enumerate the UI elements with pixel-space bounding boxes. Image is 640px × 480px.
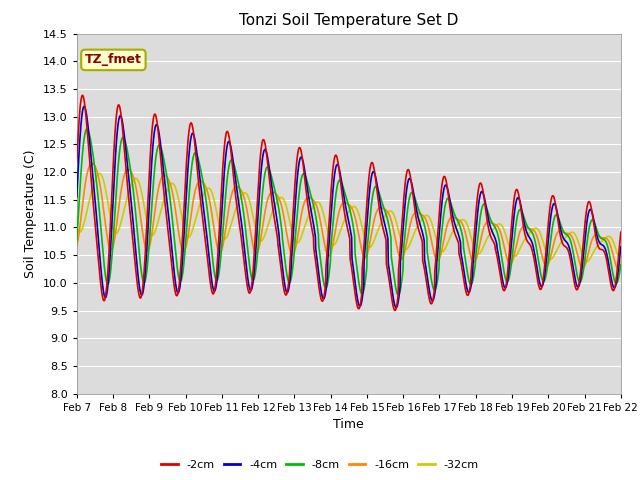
X-axis label: Time: Time xyxy=(333,418,364,431)
Title: Tonzi Soil Temperature Set D: Tonzi Soil Temperature Set D xyxy=(239,13,458,28)
Text: TZ_fmet: TZ_fmet xyxy=(85,53,142,66)
Y-axis label: Soil Temperature (C): Soil Temperature (C) xyxy=(24,149,38,278)
Legend: -2cm, -4cm, -8cm, -16cm, -32cm: -2cm, -4cm, -8cm, -16cm, -32cm xyxy=(157,456,483,474)
